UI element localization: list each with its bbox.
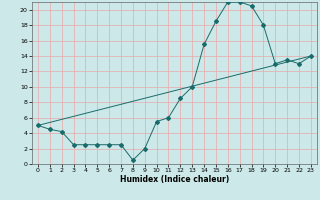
X-axis label: Humidex (Indice chaleur): Humidex (Indice chaleur) [120,175,229,184]
